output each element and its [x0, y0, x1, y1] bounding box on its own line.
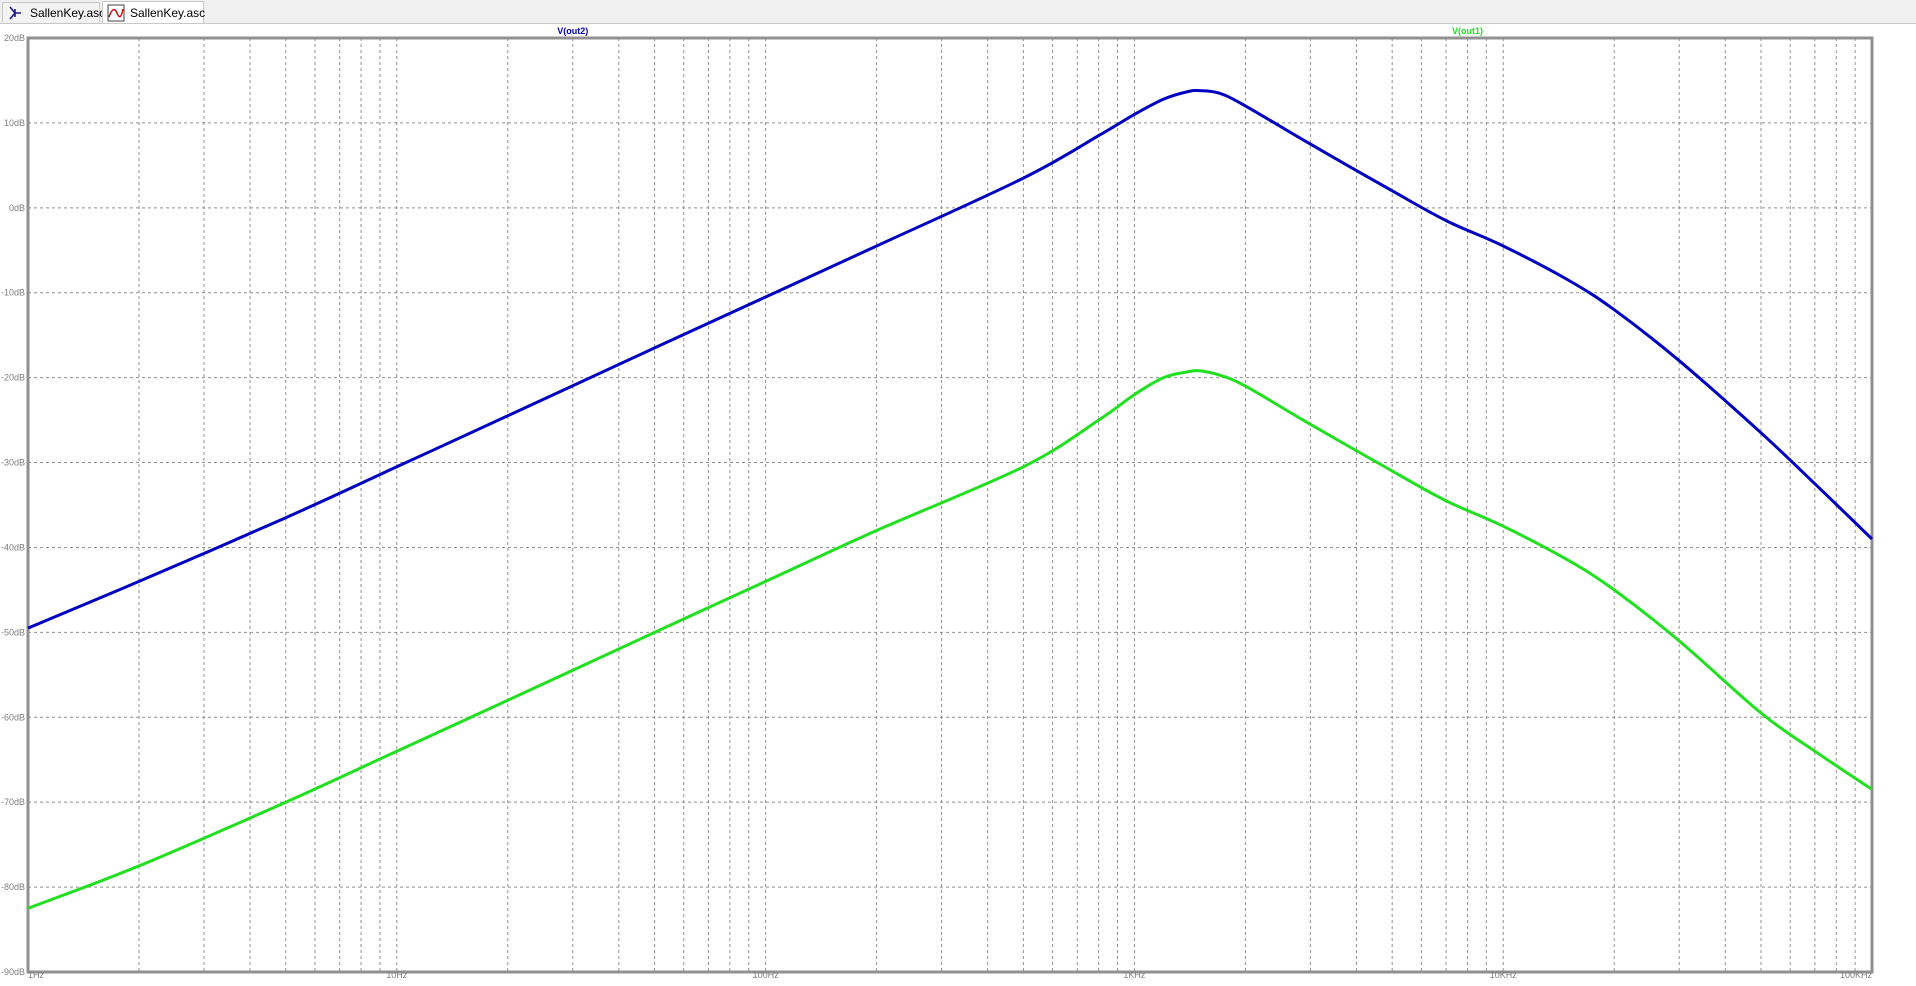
y-tick-label: -40dB [1, 542, 25, 552]
y-tick-label: -50dB [1, 627, 25, 637]
waveform-plot-pane[interactable]: 20dB 10dB 0dB -10dB -20dB -30dB -40dB -50dB -60d… [0, 24, 1916, 981]
y-tick-label: -90dB [1, 967, 25, 977]
tab-waveform[interactable]: SallenKey.asc [102, 1, 206, 23]
x-tick-label: 1KHz [1123, 970, 1146, 980]
tab-label-waveform: SallenKey.asc [130, 5, 206, 20]
y-tick-label: 0dB [9, 203, 25, 213]
bode-plot: 20dB 10dB 0dB -10dB -20dB -30dB -40dB -50dB -60d… [1, 26, 1874, 980]
x-tick-label: 1Hz [28, 970, 45, 980]
tab-schematic[interactable]: SallenKey.asc [2, 2, 105, 22]
series-line-1 [27, 369, 1873, 910]
y-tick-label: -20dB [1, 373, 25, 383]
y-tick-label: -10dB [1, 288, 25, 298]
series-line-0 [27, 88, 1874, 630]
trace-label-0: V(out2) [557, 26, 588, 36]
tab-label-schematic: SallenKey.asc [30, 5, 106, 20]
y-tick-label: -60dB [1, 712, 25, 722]
x-tick-label: 10Hz [386, 970, 408, 980]
y-tick-label: -80dB [1, 882, 25, 892]
tab-bar: SallenKey.asc SallenKey.asc [0, 0, 1916, 24]
y-tick-label: 20dB [4, 33, 25, 43]
waveform-icon [107, 4, 125, 22]
y-tick-label: -30dB [1, 458, 25, 468]
x-tick-label: 10KHz [1490, 970, 1518, 980]
x-tick-label: 100Hz [753, 970, 780, 980]
x-tick-label: 100KHz [1840, 970, 1873, 980]
trace-label-1: V(out1) [1452, 26, 1483, 36]
y-tick-label: -70dB [1, 797, 25, 807]
schematic-icon [7, 4, 25, 22]
plot-frame [26, 36, 1874, 974]
y-tick-label: 10dB [4, 118, 25, 128]
